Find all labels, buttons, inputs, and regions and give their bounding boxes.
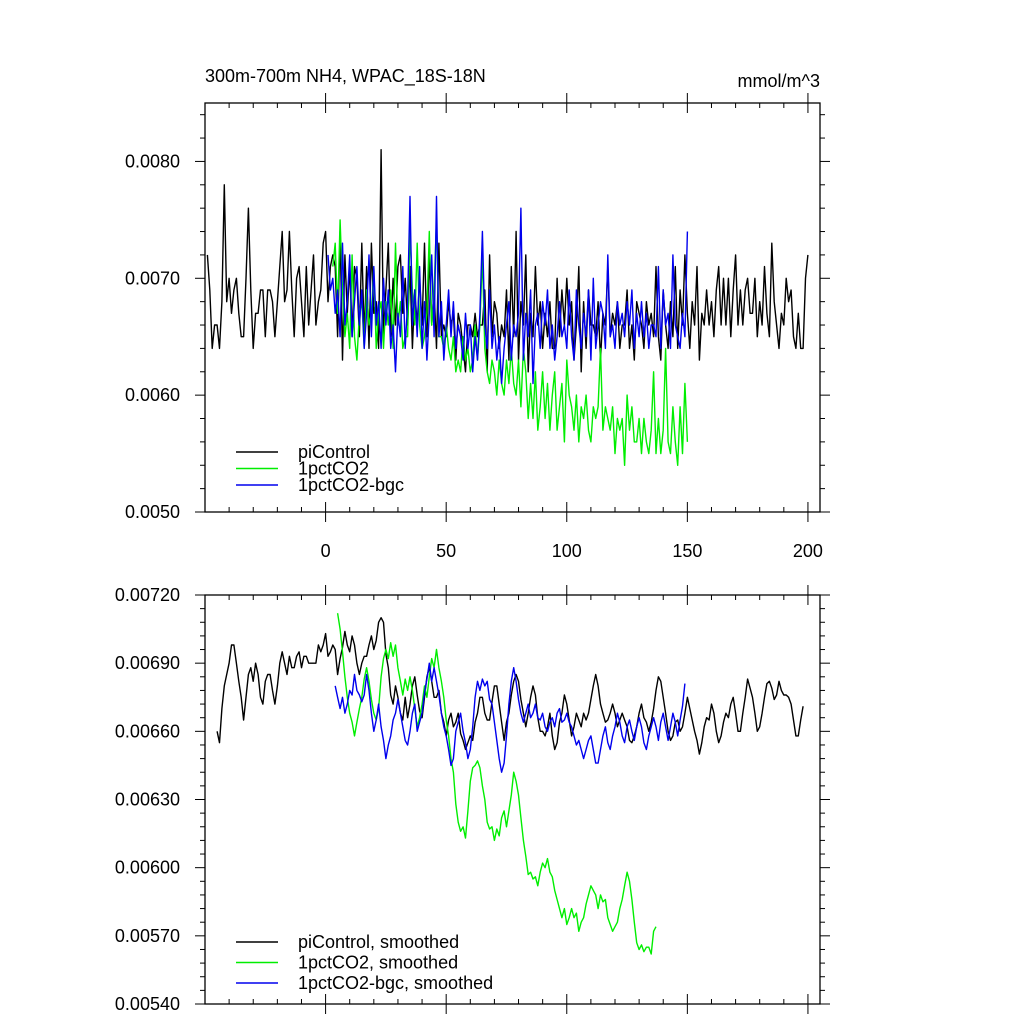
series-line-picontrol xyxy=(206,149,809,373)
y-tick-label: 0.0050 xyxy=(125,502,180,522)
legend-label-1pctco2-smoothed: 1pctCO2, smoothed xyxy=(298,953,458,973)
bottom-panel: 0.00540 0.00570 0.00600 0.00630 0.00660 0.006… xyxy=(115,585,830,1014)
y-tick-label: 0.00630 xyxy=(115,790,180,810)
series-line-picontrol-smoothed xyxy=(216,617,804,755)
y-tick-label: 0.00660 xyxy=(115,721,180,741)
y-tick-label: 0.0070 xyxy=(125,268,180,288)
legend-label-1pctco2: 1pctCO2 xyxy=(298,459,369,479)
y-tick-label: 0.00720 xyxy=(115,585,180,605)
y-tick-label: 0.0080 xyxy=(125,151,180,171)
y-tick-label: 0.00690 xyxy=(115,653,180,673)
plot-frame xyxy=(204,102,821,513)
y-tick-label: 0.00540 xyxy=(115,994,180,1014)
series-line-1pctco2-bgc-smoothed xyxy=(334,662,686,773)
legend-label-1pctco2-bgc-smoothed: 1pctCO2-bgc, smoothed xyxy=(298,973,493,993)
x-tick-label: 200 xyxy=(793,541,823,561)
legend-label-1pctco2-bgc: 1pctCO2-bgc xyxy=(298,475,404,495)
x-tick-label: 0 xyxy=(321,541,331,561)
y-tick-label: 0.0060 xyxy=(125,385,180,405)
legend-label-picontrol: piControl xyxy=(298,442,370,462)
legend-label-picontrol-smoothed: piControl, smoothed xyxy=(298,932,459,952)
y-tick-label: 0.00600 xyxy=(115,858,180,878)
x-tick-label: 50 xyxy=(436,541,456,561)
units-label: mmol/m^3 xyxy=(738,71,820,91)
series-line-1pctco2-smoothed xyxy=(336,613,657,955)
y-tick-label: 0.00570 xyxy=(115,926,180,946)
series-line-1pctco2 xyxy=(332,219,689,466)
top-panel: 0.0050 0.0060 0.0070 0.0080 0 50 100 150 200 300m… xyxy=(125,66,830,561)
x-tick-label: 150 xyxy=(672,541,702,561)
chart-title: 300m-700m NH4, WPAC_18S-18N xyxy=(205,66,486,87)
x-tick-label: 100 xyxy=(552,541,582,561)
series-line-1pctco2-bgc xyxy=(327,195,689,385)
